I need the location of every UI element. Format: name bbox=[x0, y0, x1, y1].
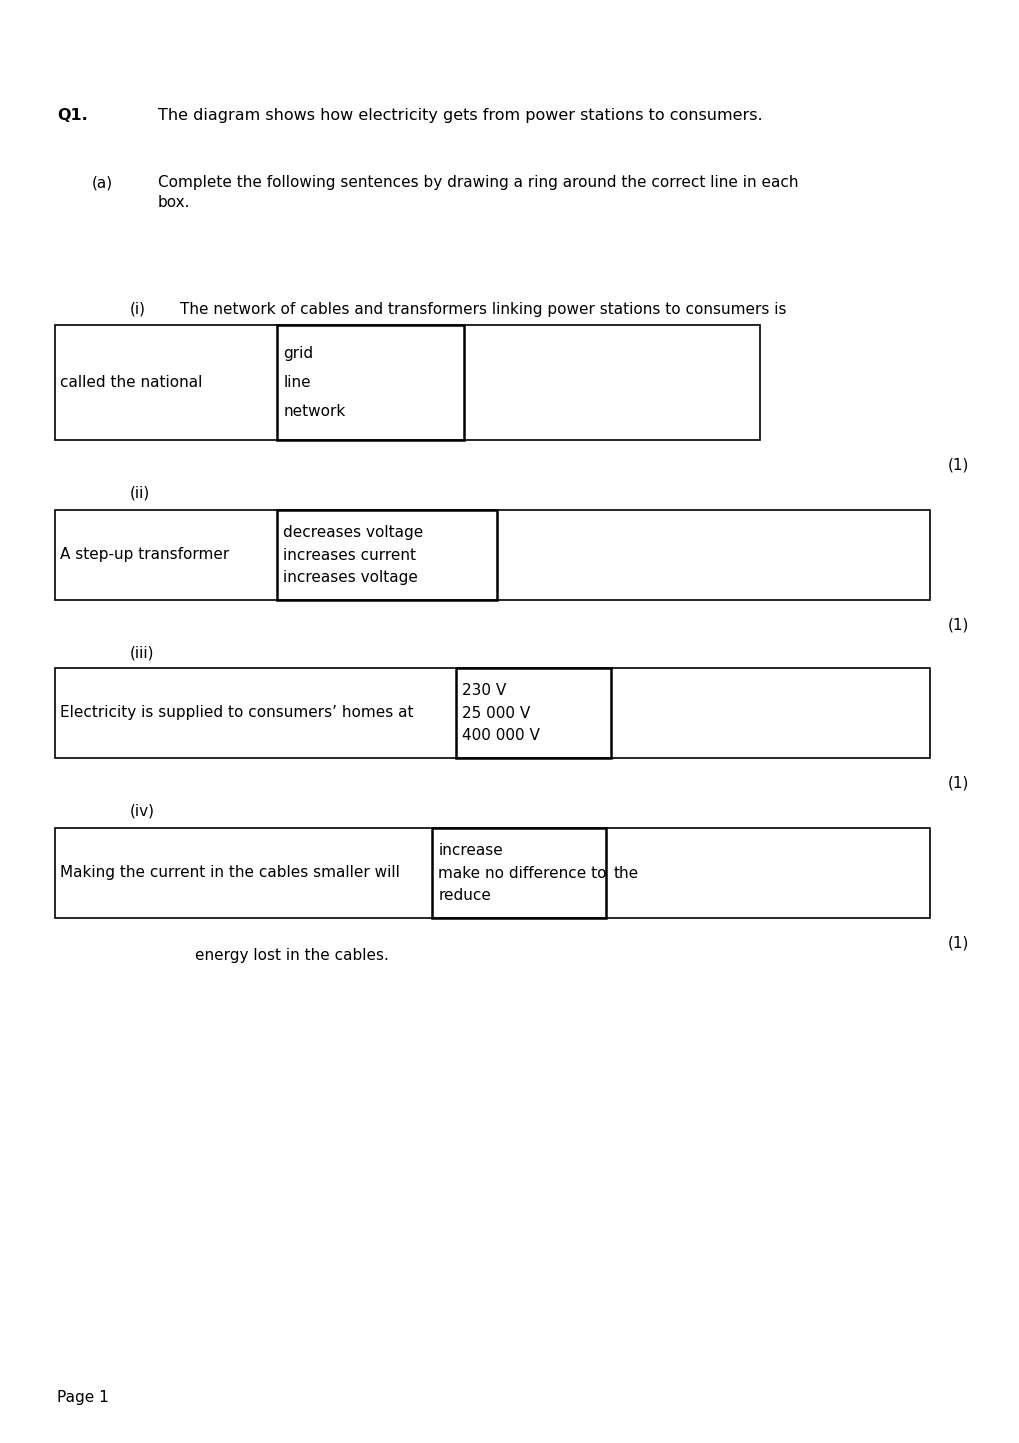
Text: 230 V: 230 V bbox=[462, 683, 505, 698]
Text: network: network bbox=[283, 404, 345, 418]
Text: grid: grid bbox=[283, 346, 313, 361]
Bar bbox=[277, 325, 464, 440]
Text: increases voltage: increases voltage bbox=[283, 570, 418, 584]
Text: increases current: increases current bbox=[283, 547, 416, 563]
Text: (1): (1) bbox=[947, 457, 968, 473]
Bar bbox=[455, 668, 610, 758]
Text: (ii): (ii) bbox=[129, 486, 150, 501]
Text: (i): (i) bbox=[129, 302, 146, 317]
Text: the: the bbox=[613, 866, 638, 880]
Text: The diagram shows how electricity gets from power stations to consumers.: The diagram shows how electricity gets f… bbox=[158, 108, 762, 123]
Text: line: line bbox=[283, 375, 311, 390]
Text: Making the current in the cables smaller will: Making the current in the cables smaller… bbox=[60, 866, 399, 880]
Bar bbox=[55, 325, 759, 440]
Text: increase: increase bbox=[438, 843, 502, 859]
Text: reduce: reduce bbox=[438, 887, 491, 903]
Text: make no difference to: make no difference to bbox=[438, 866, 606, 880]
Bar bbox=[432, 828, 605, 918]
Text: 400 000 V: 400 000 V bbox=[462, 729, 539, 743]
Text: (1): (1) bbox=[947, 618, 968, 633]
Text: (1): (1) bbox=[947, 776, 968, 791]
Text: A step-up transformer: A step-up transformer bbox=[60, 547, 229, 563]
Text: Page 1: Page 1 bbox=[57, 1390, 109, 1405]
Bar bbox=[55, 828, 929, 918]
Text: called the national: called the national bbox=[60, 375, 202, 390]
Text: box.: box. bbox=[158, 195, 191, 211]
Text: 25 000 V: 25 000 V bbox=[462, 706, 530, 720]
Bar bbox=[277, 509, 496, 600]
Bar bbox=[55, 509, 929, 600]
Text: Complete the following sentences by drawing a ring around the correct line in ea: Complete the following sentences by draw… bbox=[158, 175, 798, 190]
Text: (1): (1) bbox=[947, 937, 968, 951]
Text: Q1.: Q1. bbox=[57, 108, 88, 123]
Text: (a): (a) bbox=[92, 175, 113, 190]
Text: Electricity is supplied to consumers’ homes at: Electricity is supplied to consumers’ ho… bbox=[60, 706, 413, 720]
Text: (iii): (iii) bbox=[129, 645, 154, 659]
Text: (iv): (iv) bbox=[129, 804, 155, 820]
Text: energy lost in the cables.: energy lost in the cables. bbox=[195, 948, 388, 962]
Bar bbox=[55, 668, 929, 758]
Text: The network of cables and transformers linking power stations to consumers is: The network of cables and transformers l… bbox=[179, 302, 786, 317]
Text: decreases voltage: decreases voltage bbox=[283, 525, 423, 540]
